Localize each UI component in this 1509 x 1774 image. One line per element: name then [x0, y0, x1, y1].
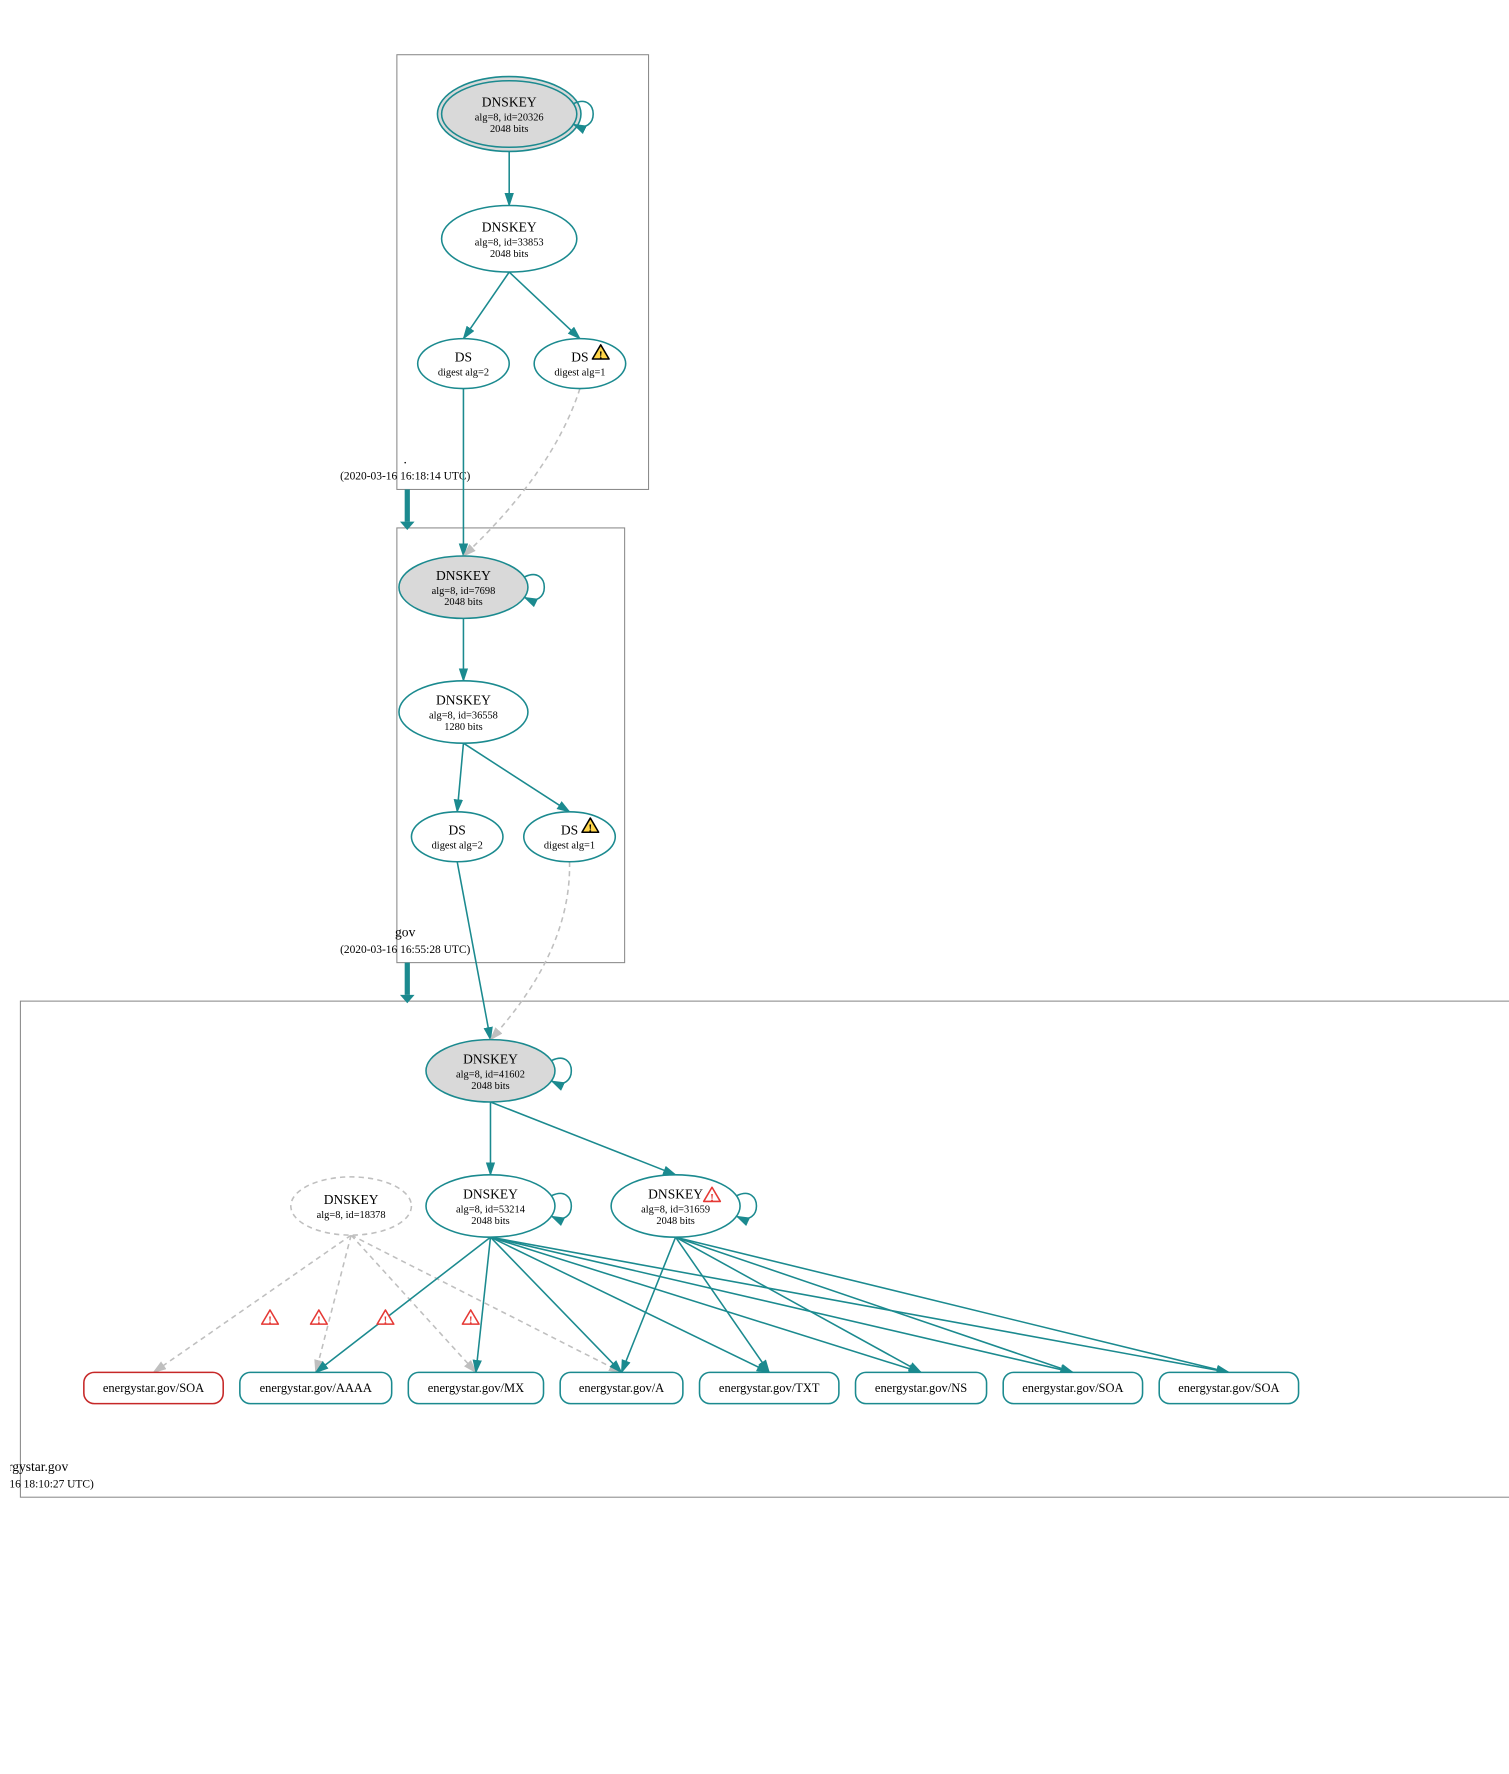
node-title: DS [455, 350, 472, 365]
record-label: energystar.gov/A [579, 1381, 664, 1395]
edge [154, 1235, 352, 1372]
node-title: DS [449, 823, 466, 838]
edge [351, 1235, 476, 1372]
record-label: energystar.gov/MX [428, 1381, 524, 1395]
node-root_ksk: DNSKEY alg=8, id=203262048 bits [437, 77, 593, 152]
svg-text:!: ! [317, 1315, 321, 1327]
node-sub2: 1280 bits [444, 722, 482, 733]
dnssec-diagram: . (2020-03-16 16:18:14 UTC) gov (2020-03-16… [10, 10, 1509, 1764]
record-label: energystar.gov/SOA [1178, 1381, 1279, 1395]
node-title: DNSKEY [482, 220, 537, 235]
edge [509, 272, 580, 339]
node-gov_ds1: DS digest alg=1! [524, 812, 616, 862]
record-label: energystar.gov/SOA [1022, 1381, 1123, 1395]
svg-text:!: ! [384, 1315, 388, 1327]
node-r_ns: energystar.gov/NS [856, 1372, 987, 1403]
zone-time: (2020-03-16 16:55:28 UTC) [340, 944, 470, 956]
node-gov_zsk: DNSKEY alg=8, id=365581280 bits [399, 681, 528, 743]
node-r_mx: energystar.gov/MX [408, 1372, 543, 1403]
node-sub2: 2048 bits [471, 1081, 509, 1092]
node-r_soa2: energystar.gov/SOA [1003, 1372, 1142, 1403]
node-sub1: alg=8, id=53214 [456, 1205, 526, 1216]
node-sub1: alg=8, id=18378 [317, 1210, 386, 1221]
node-title: DNSKEY [436, 568, 491, 583]
error-icon: ! [262, 1310, 279, 1327]
edge [676, 1237, 770, 1372]
edge [316, 1235, 351, 1372]
node-r_soa3: energystar.gov/SOA [1159, 1372, 1298, 1403]
error-icon: ! [311, 1310, 328, 1327]
node-child_zsk1: DNSKEY alg=8, id=532142048 bits [426, 1175, 571, 1237]
svg-text:!: ! [469, 1315, 473, 1327]
svg-text:!: ! [599, 350, 603, 362]
error-icon: ! [377, 1310, 394, 1327]
zone-label: energystar.gov [10, 1459, 68, 1474]
node-sub2: 2048 bits [444, 597, 482, 608]
zone-time: (2020-03-16 16:18:14 UTC) [340, 471, 470, 483]
node-title: DS [561, 823, 578, 838]
svg-text:!: ! [588, 823, 592, 835]
error-icon: ! [462, 1310, 479, 1327]
node-sub1: alg=8, id=7698 [432, 586, 496, 597]
node-sub1: alg=8, id=31659 [641, 1205, 710, 1216]
zone-child [20, 1001, 1509, 1497]
node-sub2: 2048 bits [471, 1216, 509, 1227]
node-sub2: 2048 bits [656, 1216, 694, 1227]
node-sub1: digest alg=2 [438, 367, 489, 378]
node-title: DNSKEY [463, 1052, 518, 1067]
zone-time: (2020-03-16 18:10:27 UTC) [10, 1478, 94, 1490]
node-title: DNSKEY [648, 1187, 703, 1202]
node-root_ds1: DS digest alg=1! [534, 339, 626, 389]
node-title: DNSKEY [482, 95, 537, 110]
edge [490, 1237, 1072, 1372]
node-child_ksk: DNSKEY alg=8, id=416022048 bits [426, 1040, 571, 1102]
record-label: energystar.gov/NS [875, 1381, 967, 1395]
record-label: energystar.gov/AAAA [260, 1381, 372, 1395]
node-sub1: alg=8, id=41602 [456, 1069, 525, 1080]
node-r_soa_red: energystar.gov/SOA [84, 1372, 223, 1403]
edge [457, 743, 463, 812]
node-child_zsk2: DNSKEY alg=8, id=316592048 bits! [611, 1175, 756, 1237]
edge [676, 1237, 1229, 1372]
record-label: energystar.gov/TXT [719, 1381, 820, 1395]
node-sub1: digest alg=2 [432, 841, 483, 852]
edge [490, 862, 569, 1040]
edge [463, 389, 579, 556]
node-r_txt: energystar.gov/TXT [700, 1372, 839, 1403]
edge [676, 1237, 1073, 1372]
node-root_ds2: DS digest alg=2 [418, 339, 510, 389]
node-sub1: alg=8, id=20326 [475, 113, 544, 124]
edge [463, 743, 569, 812]
node-root_zsk: DNSKEY alg=8, id=338532048 bits [442, 206, 577, 273]
svg-text:!: ! [710, 1192, 714, 1204]
svg-text:!: ! [268, 1315, 272, 1327]
node-sub1: digest alg=1 [554, 367, 605, 378]
node-r_a: energystar.gov/A [560, 1372, 683, 1403]
zone-label: . [404, 451, 407, 466]
edge [463, 272, 509, 339]
node-sub1: alg=8, id=33853 [475, 237, 544, 248]
node-title: DS [571, 350, 588, 365]
node-sub1: alg=8, id=36558 [429, 711, 498, 722]
edge [316, 1237, 491, 1372]
node-title: DNSKEY [324, 1192, 379, 1207]
node-sub2: 2048 bits [490, 124, 528, 135]
node-sub2: 2048 bits [490, 249, 528, 260]
node-gov_ds2: DS digest alg=2 [411, 812, 503, 862]
edge [676, 1237, 921, 1372]
node-r_aaaa: energystar.gov/AAAA [240, 1372, 392, 1403]
node-child_kghost: DNSKEY alg=8, id=18378 [291, 1177, 412, 1235]
zone-label: gov [395, 925, 416, 940]
node-sub1: digest alg=1 [544, 841, 595, 852]
edge [490, 1102, 675, 1175]
node-title: DNSKEY [463, 1187, 518, 1202]
record-label: energystar.gov/SOA [103, 1381, 204, 1395]
node-title: DNSKEY [436, 693, 491, 708]
edge [351, 1235, 621, 1372]
node-gov_ksk: DNSKEY alg=8, id=76982048 bits [399, 556, 544, 618]
